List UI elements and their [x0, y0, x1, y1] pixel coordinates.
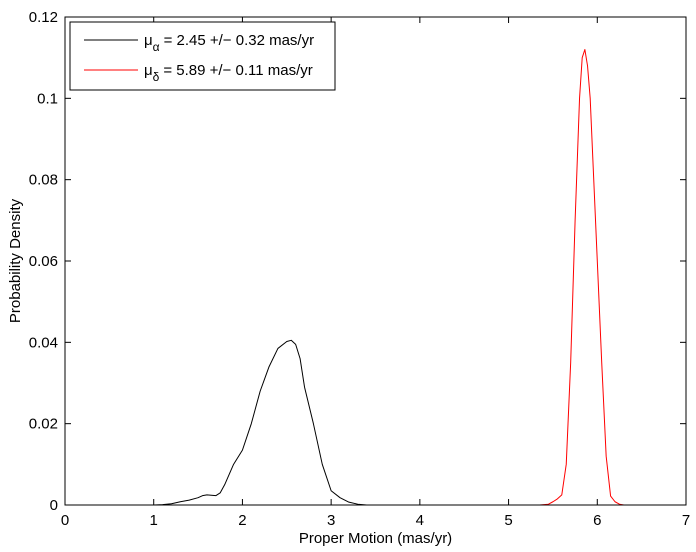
y-tick-label: 0.1 — [37, 90, 58, 107]
series-layer — [153, 49, 629, 506]
legend: μα = 2.45 +/− 0.32 mas/yr μδ = 5.89 +/− 0.1… — [69, 21, 336, 91]
legend-entry-1: μα = 2.45 +/− 0.32 mas/yr — [144, 32, 314, 54]
x-axis-label: Proper Motion (mas/yr) — [299, 530, 452, 547]
y-tick-label: 0.12 — [29, 9, 58, 26]
x-tick-label: 5 — [504, 512, 512, 529]
y-tick-label: 0.06 — [29, 253, 58, 270]
y-tick-label: 0 — [50, 497, 58, 514]
x-tick-label: 7 — [682, 512, 690, 529]
legend-box — [69, 21, 336, 91]
ticks-layer: 0 1 2 3 4 5 6 7 0 0.02 0.04 0.06 0.08 0.1 0.12 — [29, 9, 690, 529]
y-axis-label: Probability Density — [7, 198, 24, 323]
legend-entry-2: μδ = 5.89 +/− 0.11 mas/yr — [144, 62, 313, 84]
series-line-2 — [539, 49, 629, 506]
x-tick-label: 6 — [593, 512, 601, 529]
x-tick-label: 0 — [61, 512, 69, 529]
series-line-1 — [153, 339, 376, 506]
y-tick-label: 0.02 — [29, 416, 58, 433]
x-tick-label: 4 — [416, 512, 424, 529]
y-tick-label: 0.08 — [29, 172, 58, 189]
x-tick-label: 3 — [327, 512, 335, 529]
y-tick-label: 0.04 — [29, 334, 58, 351]
x-tick-label: 2 — [238, 512, 246, 529]
x-tick-label: 1 — [150, 512, 158, 529]
